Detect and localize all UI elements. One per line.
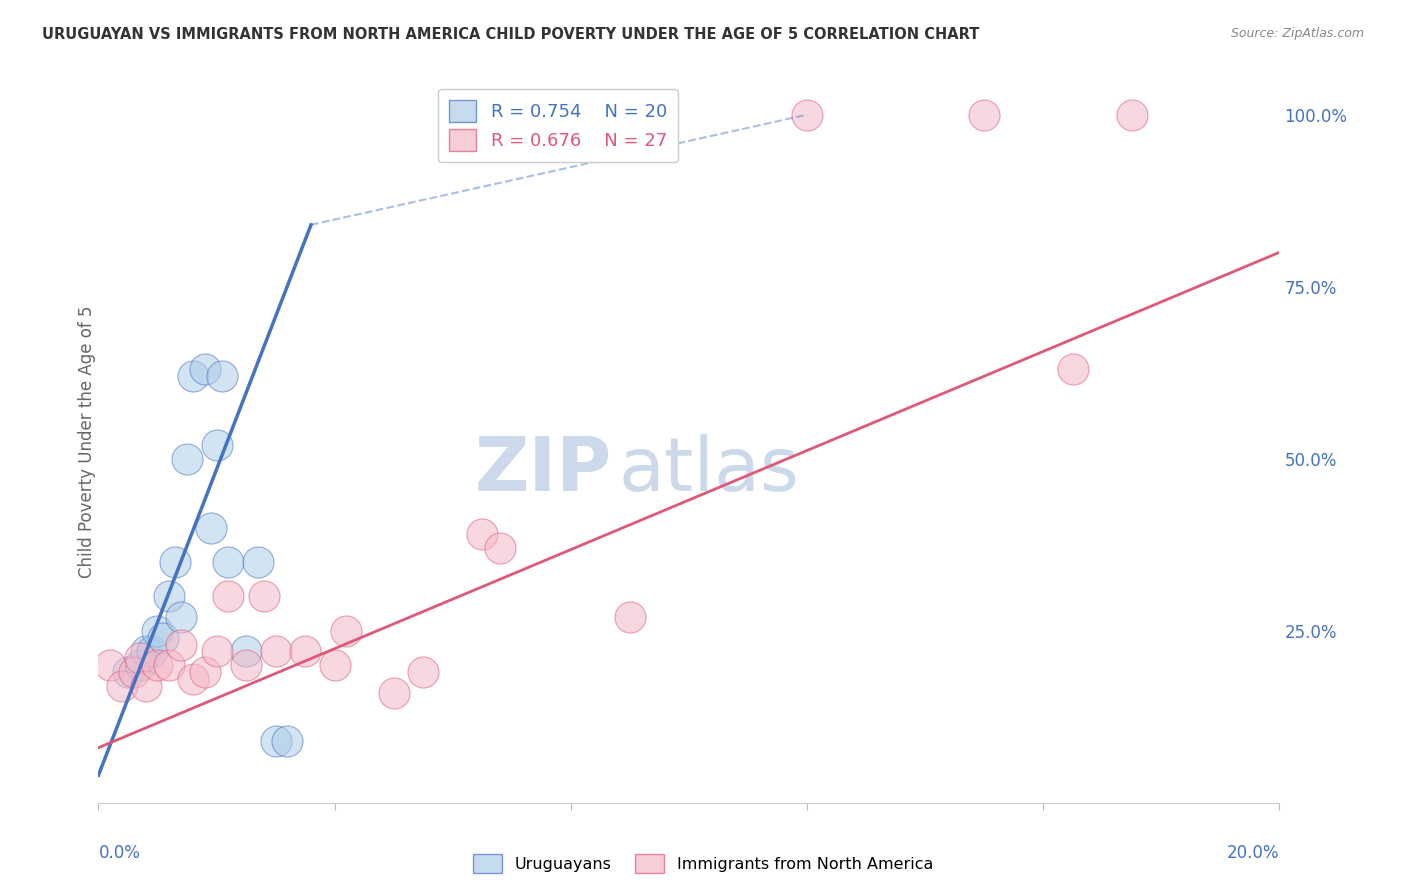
Text: 0.0%: 0.0% (98, 844, 141, 862)
Point (194, 362, 217, 376)
Point (1062, 362, 1084, 376)
Text: Source: ZipAtlas.com: Source: ZipAtlas.com (1230, 27, 1364, 40)
Point (122, 665, 145, 679)
Point (253, 590, 276, 604)
Point (135, 679, 157, 693)
Point (135, 644, 157, 658)
Point (489, 541, 512, 556)
Point (181, 369, 204, 384)
Point (165, 555, 187, 569)
Point (170, 638, 193, 652)
Point (796, 108, 818, 122)
Point (157, 658, 180, 673)
Point (176, 451, 198, 466)
Point (471, 527, 494, 541)
Point (619, 610, 641, 624)
Point (235, 644, 257, 658)
Point (205, 438, 228, 452)
Text: ZIP: ZIP (475, 434, 612, 507)
Point (412, 665, 434, 679)
Point (200, 520, 222, 534)
Point (170, 610, 193, 624)
Point (211, 369, 233, 384)
Point (146, 658, 169, 673)
Text: URUGUAYAN VS IMMIGRANTS FROM NORTH AMERICA CHILD POVERTY UNDER THE AGE OF 5 CORR: URUGUAYAN VS IMMIGRANTS FROM NORTH AMERI… (42, 27, 980, 42)
Point (205, 644, 228, 658)
Y-axis label: Child Poverty Under the Age of 5: Child Poverty Under the Age of 5 (79, 305, 96, 578)
Point (128, 658, 150, 673)
Point (111, 679, 134, 693)
Legend: Uruguayans, Immigrants from North America: Uruguayans, Immigrants from North Americ… (467, 847, 939, 880)
Point (1121, 108, 1143, 122)
Point (294, 644, 316, 658)
Point (194, 665, 217, 679)
Point (264, 734, 287, 748)
Text: atlas: atlas (619, 434, 799, 507)
Point (141, 644, 163, 658)
Point (973, 108, 995, 122)
Point (276, 734, 298, 748)
Point (217, 590, 239, 604)
Point (157, 590, 180, 604)
Point (264, 644, 287, 658)
Point (217, 555, 239, 569)
Legend: R = 0.754    N = 20, R = 0.676    N = 27: R = 0.754 N = 20, R = 0.676 N = 27 (439, 89, 678, 162)
Point (128, 651, 150, 665)
Point (152, 631, 174, 645)
Point (335, 624, 357, 638)
Point (382, 686, 405, 700)
Point (117, 665, 139, 679)
Point (246, 555, 269, 569)
Text: 20.0%: 20.0% (1227, 844, 1279, 862)
Point (146, 624, 169, 638)
Point (323, 658, 346, 673)
Point (181, 672, 204, 686)
Point (98, 658, 121, 673)
Point (235, 658, 257, 673)
